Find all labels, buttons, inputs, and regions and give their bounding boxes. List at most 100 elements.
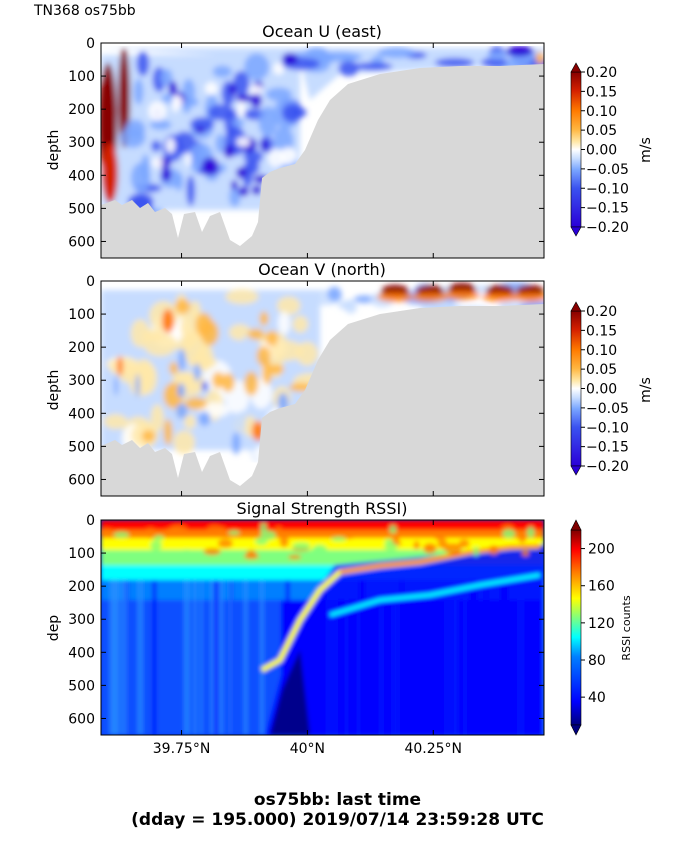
field-contour [231,432,241,455]
field-contour [311,51,336,62]
field-contour [119,127,146,148]
y-tick-label: 0 [86,36,95,52]
field-contour [327,286,342,302]
field-contour [331,536,346,542]
x-tick-label: 39.75°N [153,741,211,757]
field-contour [487,51,508,60]
y-tick-label: 200 [68,102,95,118]
colorbar-tick-label: 40 [588,690,606,706]
field-contour [258,106,278,138]
field-contour [244,371,259,396]
field-contour [279,535,289,548]
y-tick-label: 200 [68,340,95,356]
y-tick-label: 500 [68,201,95,217]
field-contour [228,530,240,535]
v-seafloor-mask [101,304,544,496]
field-contour [480,57,508,68]
field-contour [235,94,253,102]
field-contour [109,580,117,735]
field-contour [344,299,358,314]
field-contour [236,167,248,179]
colorbar-tick-label: −0.20 [586,220,629,236]
field-contour [278,311,291,335]
field-contour [260,138,269,152]
field-contour [173,430,195,455]
field-contour [215,133,226,154]
field-contour [149,119,172,130]
field-contour [185,397,207,410]
field-contour [169,525,188,534]
field-contour [329,573,541,617]
field-contour [179,549,194,561]
colorbar-tick-label: 0.15 [586,323,617,339]
field-contour [163,419,173,446]
field-contour [204,81,218,95]
field-contour [213,580,221,735]
field-contour [232,118,245,128]
field-contour [245,550,257,558]
field-contour [177,383,186,398]
field-contour [101,48,544,100]
field-contour [443,543,462,554]
colorbar-tick-label: 0.05 [586,362,617,378]
field-contour [218,527,228,538]
field-contour [151,157,164,169]
field-contour [178,348,186,372]
colorbar-tick-label: 0.20 [586,304,617,320]
y-tick-label: 300 [68,612,95,628]
rssi-colorbar: 200 160 120 80 40 RSSI counts [570,519,633,736]
y-tick-label: 100 [68,307,95,323]
field-contour [242,161,254,187]
y-tick-label: 500 [68,439,95,455]
rssi-colorbar-label: RSSI counts [620,595,633,660]
field-contour [113,580,120,735]
field-contour [412,292,448,302]
field-contour [152,580,157,735]
field-contour [202,381,208,391]
field-contour [377,46,416,59]
colorbar-tick-label: −0.05 [586,401,629,417]
rssi-x-axis: 39.75°N 40°N 40.25°N [153,520,462,757]
field-contour [150,404,164,432]
field-contour [101,520,544,530]
field-contour [268,148,286,168]
field-contour [183,580,190,735]
field-contour [148,101,167,122]
colorbar-tick-label: −0.10 [586,181,629,197]
field-contour [290,107,307,118]
field-contour [270,650,310,735]
field-contour [251,185,262,195]
field-contour [223,144,235,159]
u-y-axis: 0 100 200 300 400 500 600 [68,36,544,250]
field-contour [114,376,119,396]
u-colorbar: 0.20 0.15 0.10 0.05 0.00 −0.05 −0.10 −0.15 −0.20… [570,62,654,237]
field-contour [238,186,250,197]
y-tick-label: 500 [68,678,95,694]
field-contour [243,150,264,164]
field-contour [138,551,148,561]
field-contour [276,296,301,315]
field-contour [102,143,118,203]
field-contour [259,311,269,326]
field-contour [189,300,201,318]
colorbar-tick-label: −0.15 [586,201,629,217]
y-tick-label: 400 [68,168,95,184]
y-tick-label: 0 [86,513,95,529]
colorbar-tick-label: 0.05 [586,123,617,139]
field-contour [172,371,194,386]
field-contour [260,522,267,534]
field-contour [506,46,534,56]
colorbar-tick-label: 0.00 [586,143,617,159]
field-contour [262,360,273,385]
field-contour [199,580,203,735]
field-contour [175,402,188,419]
field-contour [140,154,150,182]
field-contour [265,330,279,347]
y-tick-label: 300 [68,135,95,151]
field-contour [186,175,196,207]
field-contour [200,320,219,346]
footer-line-2: (dday = 195.000) 2019/07/14 23:59:28 UTC [131,810,544,830]
field-contour [217,163,227,173]
colorbar-tick-label: 0.10 [586,104,617,120]
